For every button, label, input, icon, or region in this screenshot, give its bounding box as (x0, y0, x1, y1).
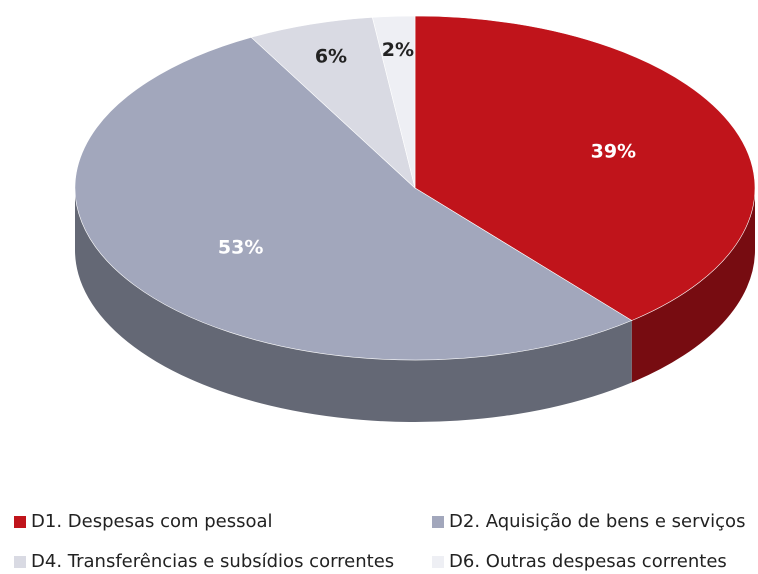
slice-label: 39% (591, 140, 636, 162)
legend-swatch (14, 556, 26, 568)
legend-swatch (14, 516, 26, 528)
legend-swatch (432, 516, 444, 528)
pie-slice (372, 15, 416, 189)
pie-slice (414, 15, 756, 321)
pie-slice (250, 17, 416, 189)
slice-side (75, 188, 632, 422)
pie-slice (74, 36, 633, 361)
slice-label: 2% (382, 39, 414, 61)
legend-swatch (432, 556, 444, 568)
slice-label: 53% (218, 236, 263, 258)
slice-label: 6% (315, 46, 347, 68)
legend-label: D4. Transferências e subsídios correntes (31, 551, 394, 572)
legend-label: D6. Outras despesas correntes (449, 551, 727, 572)
legend-label: D2. Aquisição de bens e serviços (449, 511, 745, 532)
slice-side (631, 188, 755, 383)
legend-label: D1. Despesas com pessoal (31, 511, 273, 532)
